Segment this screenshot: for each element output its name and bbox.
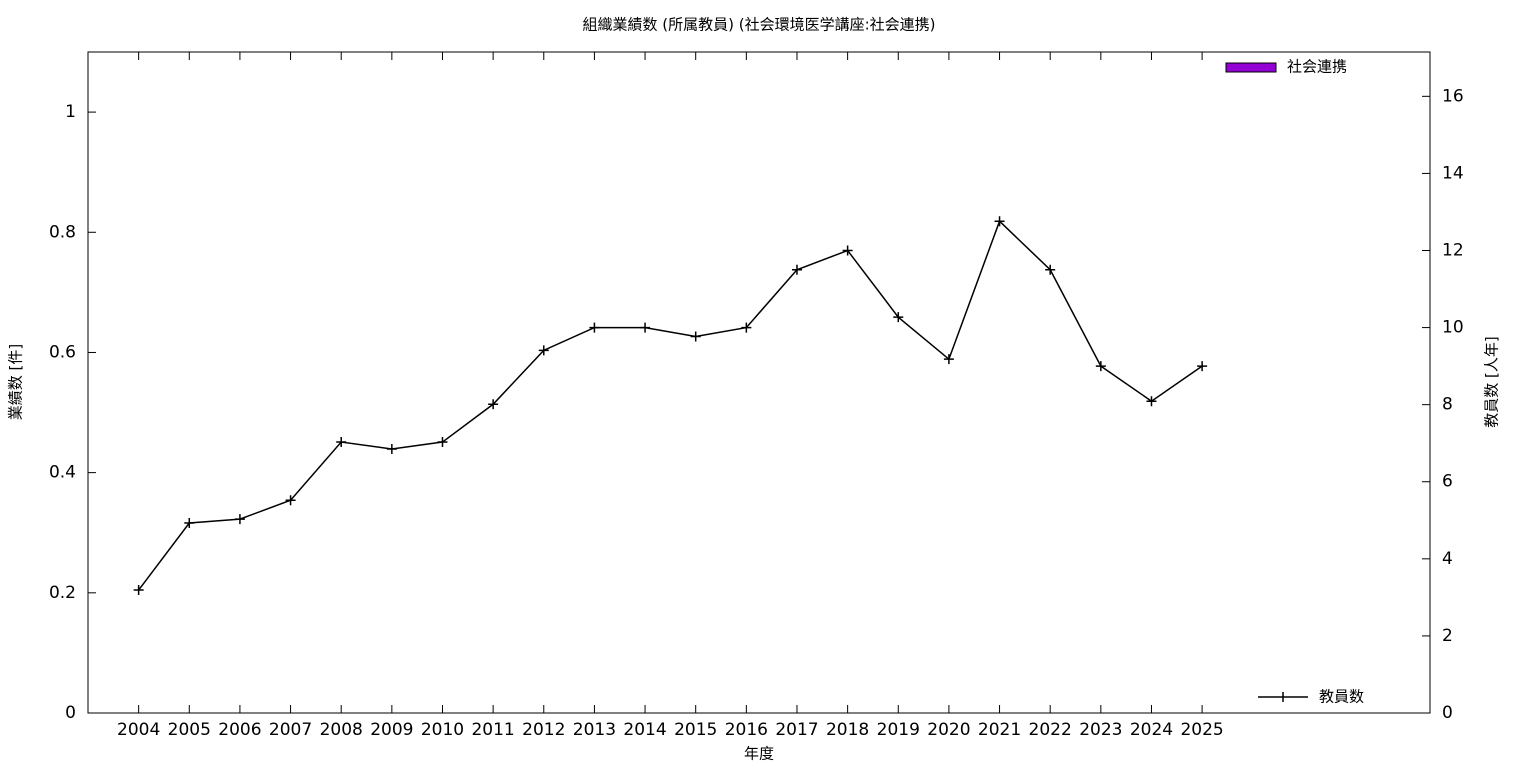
point: [1197, 361, 1208, 372]
point: [1045, 264, 1056, 275]
x-tick-label: 2016: [725, 720, 768, 740]
point: [589, 322, 600, 333]
point: [741, 322, 752, 333]
y2-tick-label: 2: [1442, 626, 1453, 646]
x-tick-label: 2014: [623, 720, 666, 740]
y2-tick-label: 4: [1442, 549, 1453, 569]
point: [184, 517, 195, 528]
point: [690, 331, 701, 342]
x-tick-label: 2013: [573, 720, 616, 740]
x-tick-label: 2019: [877, 720, 920, 740]
x-tick-label: 2004: [117, 720, 160, 740]
point: [893, 312, 904, 323]
y2-tick-label: 0: [1442, 703, 1453, 723]
y-tick-label: 1: [65, 102, 76, 122]
point: [538, 345, 549, 356]
y2-tick-label: 14: [1442, 163, 1464, 183]
x-tick-label: 2005: [168, 720, 211, 740]
y2-tick-label: 8: [1442, 395, 1453, 415]
x-tick-label: 2025: [1180, 720, 1223, 740]
y2-tick-label: 12: [1442, 240, 1464, 260]
x-tick-label: 2008: [320, 720, 363, 740]
point: [1146, 396, 1157, 407]
x-tick-label: 2018: [826, 720, 869, 740]
x-tick-label: 2017: [775, 720, 818, 740]
y-tick-label: 0.4: [49, 463, 76, 483]
y2-tick-label: 6: [1442, 472, 1453, 492]
point: [336, 437, 347, 448]
x-tick-label: 2021: [978, 720, 1021, 740]
y-tick-label: 0: [65, 703, 76, 723]
x-tick-label: 2024: [1130, 720, 1173, 740]
point: [285, 495, 296, 506]
x-tick-label: 2011: [471, 720, 514, 740]
x-tick-label: 2022: [1029, 720, 1072, 740]
x-tick-label: 2023: [1079, 720, 1122, 740]
y-tick-label: 0.6: [49, 342, 76, 362]
legend-label: 教員数: [1319, 688, 1364, 706]
point: [791, 264, 802, 275]
point: [488, 399, 499, 410]
chart-title: 組織業績数 (所属教員) (社会環境医学講座:社会連携): [582, 16, 935, 34]
plot-border: [87, 51, 1431, 714]
y2-tick-label: 16: [1442, 86, 1464, 106]
y-tick-label: 0.8: [49, 222, 76, 242]
y2-axis-label: 教員数 [人年]: [1483, 336, 1501, 427]
legend-swatch: [1258, 692, 1308, 702]
y-tick-label: 0.2: [49, 583, 76, 603]
x-tick-label: 2015: [674, 720, 717, 740]
y2-tick-label: 10: [1442, 318, 1464, 338]
point: [1095, 361, 1106, 372]
x-tick-label: 2012: [522, 720, 565, 740]
x-tick-label: 2007: [269, 720, 312, 740]
point: [842, 245, 853, 256]
y-axis-label: 業績数 [件]: [7, 344, 25, 420]
point: [943, 354, 954, 365]
x-tick-label: 2020: [927, 720, 970, 740]
point: [234, 514, 245, 525]
x-tick-label: 2006: [218, 720, 261, 740]
point: [133, 585, 144, 596]
x-axis-label: 年度: [744, 745, 774, 763]
legend-label: 社会連携: [1287, 58, 1347, 76]
x-tick-label: 2010: [421, 720, 464, 740]
legend-swatch: [1225, 62, 1277, 73]
line: [138, 219, 1203, 591]
point: [437, 437, 448, 448]
point: [994, 216, 1005, 227]
point: [386, 443, 397, 454]
point: [640, 322, 651, 333]
x-tick-label: 2009: [370, 720, 413, 740]
